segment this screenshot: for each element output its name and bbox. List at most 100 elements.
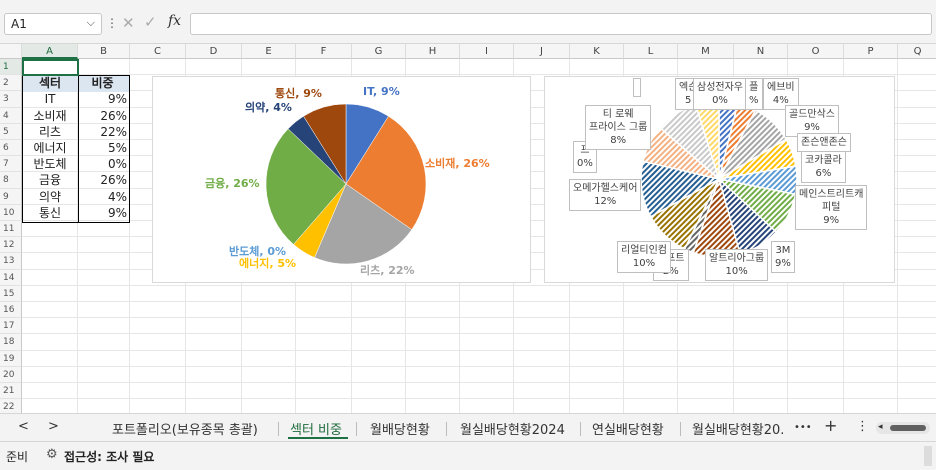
table-cell-sector[interactable]: 소비재 [33, 108, 67, 123]
column-header-l[interactable]: L [624, 44, 678, 59]
column-header-m[interactable]: M [678, 44, 734, 59]
scrollbar-thumb[interactable] [890, 425, 926, 431]
table-cell-sector[interactable]: 리츠 [38, 124, 62, 139]
table-header-weight[interactable]: 비중 [91, 76, 114, 91]
row-header-11[interactable]: 11 [0, 221, 22, 238]
sector-pie-chart[interactable]: IT, 9% 소비재, 26% 리츠, 22% 에너지, 5% 반도체, 0% … [152, 76, 531, 283]
row-header-4[interactable]: 4 [0, 107, 22, 124]
tab-sector-weight[interactable]: 섹터 비중 [290, 423, 342, 438]
data-label-reits: 리츠, 22% [360, 264, 415, 277]
table-cell-weight[interactable]: 4% [107, 189, 127, 204]
add-sheet-icon[interactable]: + [824, 416, 838, 435]
row-header-16[interactable]: 16 [0, 302, 22, 319]
tab-scroll-prev[interactable]: < [18, 419, 29, 434]
horizontal-scrollbar[interactable]: ◂ [876, 422, 930, 434]
row-header-1[interactable]: 1 [0, 59, 22, 76]
row-header-22[interactable]: 22 [0, 399, 22, 413]
table-cell-weight[interactable]: 5% [107, 141, 127, 155]
pie1-slice-1[interactable] [345, 115, 427, 230]
table-cell-sector[interactable]: 금융 [38, 173, 62, 188]
formula-input[interactable] [190, 13, 932, 35]
chevron-down-icon[interactable]: ⌵ [86, 16, 95, 29]
tab-separator [446, 422, 447, 436]
table-cell-sector[interactable]: 에너지 [33, 141, 67, 155]
table-cell-weight[interactable]: 9% [107, 205, 127, 220]
column-header-f[interactable]: F [296, 44, 352, 59]
row-header-6[interactable]: 6 [0, 140, 22, 157]
column-header-i[interactable]: I [460, 44, 514, 59]
stock-pie-chart[interactable]: 엑슨 5 삼성전자우 0% 플% 에브비 4% 골드만삭스 9% 존슨앤존슨 코카콜라 6… [544, 76, 895, 283]
table-cell-weight[interactable]: 22% [100, 124, 127, 139]
row-header-3[interactable]: 3 [0, 91, 22, 108]
column-header-a[interactable]: A [22, 44, 78, 59]
table-cell-weight[interactable]: 0% [107, 157, 127, 172]
row-header-12[interactable]: 12 [0, 237, 22, 254]
column-header-j[interactable]: J [514, 44, 570, 59]
column-header-k[interactable]: K [570, 44, 624, 59]
gridline-h [22, 349, 936, 351]
row-header-10[interactable]: 10 [0, 204, 22, 221]
tab-portfolio[interactable]: 포트폴리오(보유종목 총괄) [112, 423, 258, 438]
column-header-c[interactable]: C [130, 44, 186, 59]
table-cell-sector[interactable]: 반도체 [33, 157, 67, 172]
column-header-o[interactable]: O [788, 44, 844, 59]
name-box[interactable]: A1 ⌵ [4, 13, 102, 35]
column-header-h[interactable]: H [406, 44, 460, 59]
label-coke: 코카콜라 6% [801, 151, 846, 183]
row-header-15[interactable]: 15 [0, 285, 22, 302]
column-header-b[interactable]: B [78, 44, 130, 59]
row-header-9[interactable]: 9 [0, 188, 22, 205]
tab-annual-actual[interactable]: 연실배당현황 [592, 423, 664, 438]
check-icon[interactable]: ✓ [144, 13, 157, 31]
accessibility-status[interactable]: 접근성: 조사 필요 [64, 450, 155, 464]
selected-cell-a1[interactable] [22, 59, 79, 76]
row-header-21[interactable]: 21 [0, 383, 22, 400]
select-all-corner[interactable] [0, 44, 22, 59]
pie1-slice-2[interactable] [314, 183, 413, 265]
formula-bar: A1 ⌵ ⋮ ✕ ✓ fx [0, 0, 936, 44]
row-header-19[interactable]: 19 [0, 350, 22, 367]
column-header-n[interactable]: N [734, 44, 788, 59]
pie1-slice-5[interactable] [265, 128, 347, 245]
pie1-slice-7[interactable] [303, 103, 347, 185]
column-header-d[interactable]: D [186, 44, 242, 59]
row-header-13[interactable]: 13 [0, 253, 22, 270]
tab-monthly-actual-20[interactable]: 월실배당현황20. [692, 423, 785, 438]
column-header-p[interactable]: P [844, 44, 898, 59]
row-header-17[interactable]: 17 [0, 318, 22, 335]
gridline-h [22, 317, 936, 319]
table-cell-weight[interactable]: 26% [100, 108, 127, 123]
table-cell-sector[interactable]: IT [44, 92, 56, 107]
row-header-2[interactable]: 2 [0, 75, 22, 92]
scroll-left-arrow-icon[interactable]: ◂ [878, 422, 883, 432]
accessibility-icon[interactable]: ⚙ [46, 447, 58, 462]
table-cell-weight[interactable]: 9% [107, 92, 127, 107]
more-vertical-icon[interactable]: ⋮ [106, 16, 118, 30]
column-header-q[interactable]: Q [898, 44, 936, 59]
row-header-5[interactable]: 5 [0, 123, 22, 140]
row-header-14[interactable]: 14 [0, 269, 22, 286]
insert-function-icon[interactable]: fx [168, 13, 182, 29]
row-header-18[interactable]: 18 [0, 334, 22, 351]
data-label-semiconductor: 반도체, 0% [229, 245, 287, 258]
row-header-8[interactable]: 8 [0, 172, 22, 189]
table-cell-weight[interactable]: 26% [100, 173, 127, 188]
sheet-options-icon[interactable]: ⋮ [856, 419, 869, 434]
table-header-sector[interactable]: 섹터 [38, 76, 62, 91]
label-pg-pct: 0% [577, 158, 593, 169]
column-header-e[interactable]: E [242, 44, 296, 59]
table-cell-sector[interactable]: 의약 [38, 189, 62, 204]
row-header-20[interactable]: 20 [0, 366, 22, 383]
more-tabs-icon[interactable]: ••• [794, 422, 812, 433]
label-goldman-name: 골드만삭스 [789, 109, 835, 120]
statusbar-edge [924, 446, 932, 466]
table-cell-sector[interactable]: 통신 [38, 205, 62, 220]
tab-monthly-dividend[interactable]: 월배당현황 [370, 423, 430, 438]
cancel-icon[interactable]: ✕ [122, 14, 135, 32]
column-header-g[interactable]: G [352, 44, 406, 59]
table-header-fill [23, 76, 129, 92]
tab-scroll-next[interactable]: > [48, 419, 59, 434]
row-header-7[interactable]: 7 [0, 156, 22, 173]
tab-monthly-actual-2024[interactable]: 월실배당현황2024 [460, 423, 565, 438]
